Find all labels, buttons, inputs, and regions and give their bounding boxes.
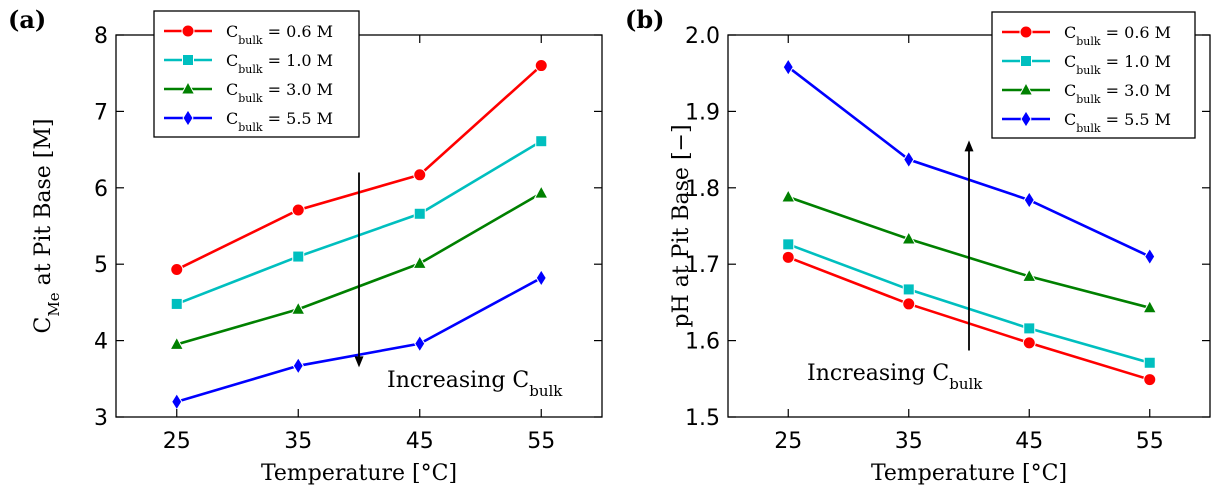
data-point-s1-3 <box>1143 356 1156 369</box>
data-point-s3-3 <box>1144 247 1156 266</box>
legend-label-0: Cbulk = 0.6 M <box>1064 23 1171 48</box>
data-point-s1-3 <box>535 135 548 148</box>
data-point-s0-2 <box>413 168 427 182</box>
data-point-s1-2 <box>1023 322 1036 335</box>
x-tick-label: 45 <box>1015 429 1043 454</box>
data-point-s1-0 <box>782 238 795 251</box>
y-axis-label: CMe at Pit Base [M] <box>31 119 63 334</box>
annotation-text: Increasing Cbulk <box>387 368 563 400</box>
data-point-s3-2 <box>1023 191 1035 209</box>
legend-label-3: Cbulk = 5.5 M <box>226 109 333 134</box>
legend-marker-0 <box>181 24 195 38</box>
data-point-s2-2 <box>1021 268 1037 282</box>
data-point-s3-0 <box>782 58 794 77</box>
data-point-s1-1 <box>292 250 305 263</box>
data-point-s1-1 <box>902 283 915 296</box>
y-tick-label: 8 <box>94 24 108 49</box>
y-tick-label: 1.5 <box>685 406 720 431</box>
y-tick-label: 3 <box>94 406 108 431</box>
plot-frame <box>727 34 1211 418</box>
annotation-arrow-head <box>354 356 364 368</box>
x-tick-label: 35 <box>284 429 312 454</box>
data-point-s0-1 <box>902 297 916 311</box>
data-point-s3-3 <box>535 269 547 287</box>
legend-label-0: Cbulk = 0.6 M <box>226 22 333 47</box>
y-tick-label: 1.6 <box>685 330 720 355</box>
legend: Cbulk = 0.6 M Cbulk = 1.0 M Cbulk = 3.0 M C… <box>991 11 1196 139</box>
data-point-s0-3 <box>1143 373 1157 387</box>
x-tick-label: 45 <box>406 429 434 454</box>
x-axis-label: Temperature [°C] <box>261 461 457 486</box>
legend-marker-0 <box>1019 25 1033 39</box>
y-tick-label: 7 <box>94 100 108 125</box>
data-point-s2-1 <box>901 230 917 245</box>
y-tick-label: 6 <box>94 177 108 202</box>
annotation-arrow-head <box>964 140 974 152</box>
data-point-s2-3 <box>533 185 549 199</box>
legend-label-1: Cbulk = 1.0 M <box>226 51 333 76</box>
legend-marker-1 <box>182 54 194 66</box>
chart-panel-b: (b) 25 35 45 55 1.5 1.6 1.7 1.8 1.9 2.0 Temperature… <box>625 5 1211 486</box>
y-tick-label: 1.8 <box>685 177 720 202</box>
y-tick-label: 5 <box>94 253 108 278</box>
data-point-s2-3 <box>1142 299 1158 314</box>
data-point-s3-2 <box>414 334 426 353</box>
x-tick-label: 35 <box>895 429 923 454</box>
data-point-s2-0 <box>169 336 185 350</box>
legend-label-2: Cbulk = 3.0 M <box>1064 81 1171 106</box>
x-tick-label: 55 <box>527 429 555 454</box>
y-tick-label: 1.7 <box>685 253 720 278</box>
data-point-s0-0 <box>170 263 184 277</box>
legend-marker-3 <box>1020 110 1032 128</box>
data-point-s0-3 <box>534 59 548 73</box>
legend-marker-2 <box>180 80 196 95</box>
legend-marker-2 <box>1018 81 1034 96</box>
y-axis-label: pH at Pit Base [−] <box>669 124 694 327</box>
data-point-s0-0 <box>781 250 795 264</box>
x-tick-label: 25 <box>774 429 802 454</box>
data-point-s0-1 <box>291 203 305 217</box>
legend-marker-1 <box>1020 55 1032 67</box>
x-tick-label: 25 <box>163 429 191 454</box>
panel-label: (b) <box>625 5 665 34</box>
data-point-s3-0 <box>171 392 183 411</box>
legend-label-3: Cbulk = 5.5 M <box>1064 110 1171 135</box>
data-point-s2-1 <box>290 301 306 315</box>
x-tick-label: 55 <box>1136 429 1164 454</box>
legend-label-1: Cbulk = 1.0 M <box>1064 52 1171 77</box>
data-point-s1-0 <box>170 297 183 310</box>
legend-label-2: Cbulk = 3.0 M <box>226 80 333 105</box>
data-point-s3-1 <box>903 150 915 169</box>
data-point-s2-0 <box>780 188 796 203</box>
y-tick-label: 2.0 <box>685 24 720 49</box>
data-point-s3-1 <box>292 356 304 375</box>
annotation-text: Increasing Cbulk <box>807 361 983 393</box>
data-point-s1-2 <box>413 207 426 220</box>
panel-label: (a) <box>8 5 46 34</box>
y-tick-label: 4 <box>94 330 108 355</box>
data-point-s2-2 <box>412 255 428 269</box>
x-axis-label: Temperature [°C] <box>871 461 1067 486</box>
legend: Cbulk = 0.6 M Cbulk = 1.0 M Cbulk = 3.0 M C… <box>153 10 360 138</box>
data-point-s0-2 <box>1022 336 1036 350</box>
legend-marker-3 <box>182 109 194 127</box>
y-tick-label: 1.9 <box>685 100 720 125</box>
